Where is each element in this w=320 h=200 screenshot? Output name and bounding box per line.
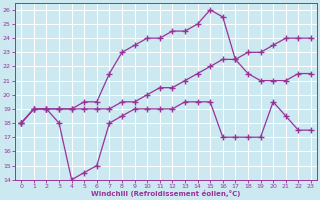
X-axis label: Windchill (Refroidissement éolien,°C): Windchill (Refroidissement éolien,°C) (92, 190, 241, 197)
